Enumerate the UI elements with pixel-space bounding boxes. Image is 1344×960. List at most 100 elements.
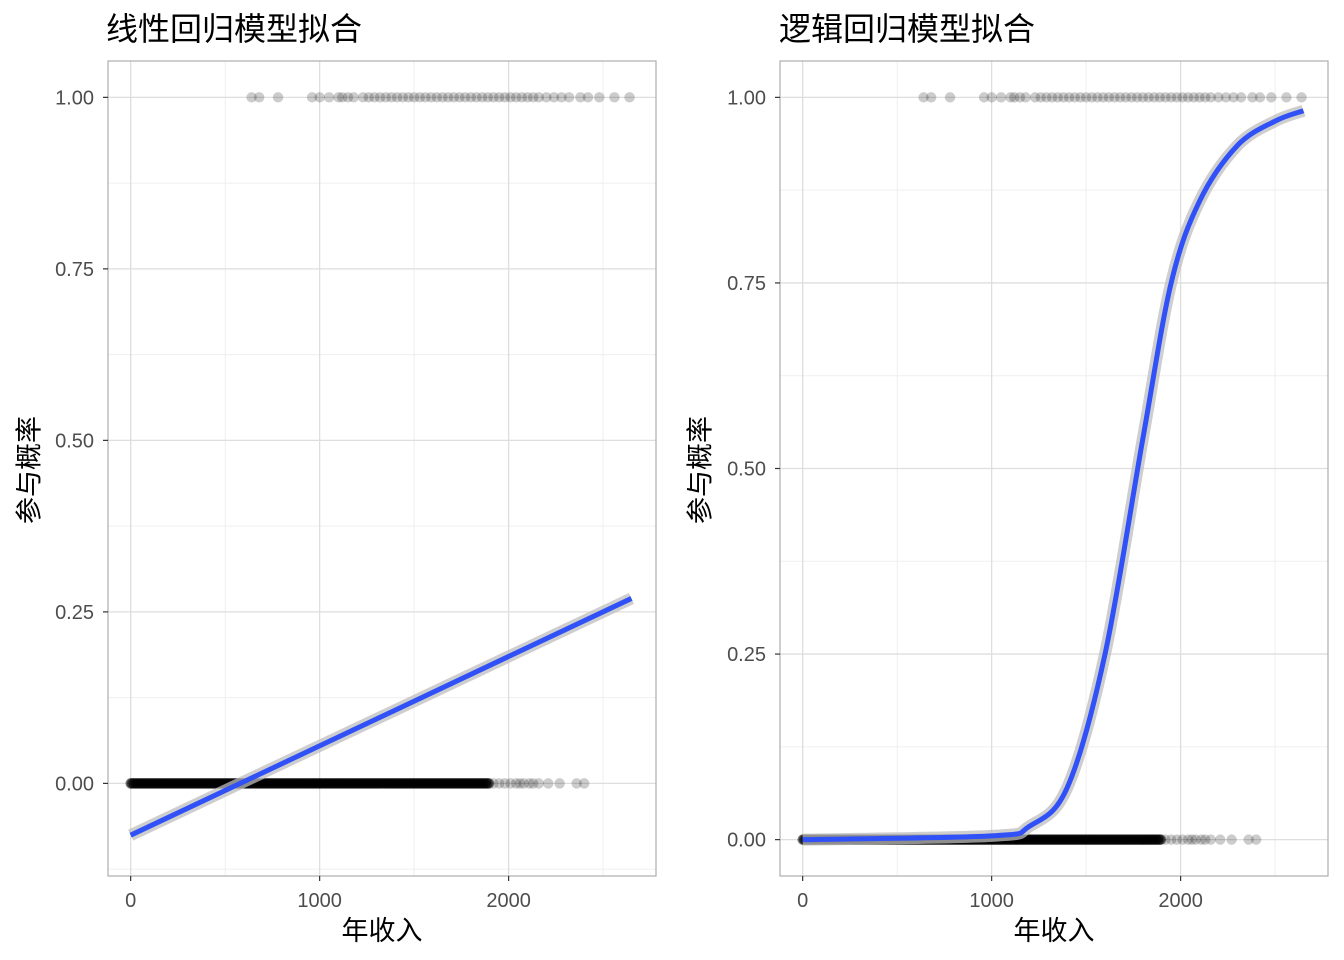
data-point [348, 92, 359, 103]
data-point [1205, 834, 1217, 845]
data-point [442, 92, 454, 103]
data-point [1182, 834, 1194, 845]
data-point [571, 778, 582, 789]
data-point [420, 92, 431, 103]
data-point [1213, 92, 1224, 103]
data-point [1194, 92, 1205, 103]
data-point [488, 92, 499, 103]
data-point [1186, 834, 1198, 845]
data-point [1120, 92, 1132, 103]
x-tick-label: 1000 [297, 890, 342, 912]
data-point [1126, 92, 1137, 103]
data-point [505, 92, 516, 103]
data-point [459, 92, 471, 103]
data-point [1029, 92, 1041, 103]
data-point [533, 778, 545, 789]
data-point [1041, 92, 1052, 103]
data-point [374, 92, 386, 103]
data-point [471, 92, 482, 103]
y-tick-label: 1.00 [55, 87, 94, 109]
data-point [306, 92, 318, 103]
data-point [1103, 92, 1115, 103]
data-point [1226, 834, 1237, 845]
data-point [1220, 92, 1232, 103]
data-point [1005, 92, 1016, 103]
data-point [465, 92, 477, 103]
data-point [986, 92, 997, 103]
data-point [1014, 92, 1026, 103]
logistic-fit-panel: 0 1000 2000 0.00 0.25 0.50 0.75 1.00 [727, 60, 1329, 912]
y-tick-label: 0.25 [727, 644, 766, 666]
data-point [437, 92, 448, 103]
linear-fit-panel: 0 1000 2000 0.00 0.25 0.50 0.75 1.00 [55, 60, 657, 912]
data-point [524, 778, 535, 789]
x-tick-label: 1000 [969, 890, 1014, 912]
x-tick-label: 2000 [486, 890, 531, 912]
data-point [482, 92, 494, 103]
data-point [548, 92, 560, 103]
data-point [1254, 92, 1266, 103]
y-tick-label: 1.00 [727, 87, 766, 109]
data-point [1188, 92, 1200, 103]
data-point [944, 92, 956, 103]
x-tick-label: 0 [797, 890, 808, 912]
data-point [1148, 92, 1160, 103]
data-point [363, 92, 374, 103]
data-point [1075, 92, 1086, 103]
data-point [1058, 92, 1069, 103]
data-point [1165, 92, 1177, 103]
data-point [1281, 92, 1292, 103]
data-point [925, 92, 937, 103]
data-point [978, 92, 990, 103]
panel-background [108, 61, 656, 876]
data-point [554, 778, 565, 789]
data-point [253, 92, 265, 103]
data-point [408, 92, 420, 103]
data-point [1165, 834, 1177, 845]
logistic-chart-title: 逻辑回归模型拟合 [779, 10, 1036, 48]
x-tick-label: 2000 [1158, 890, 1203, 912]
data-point [1177, 92, 1188, 103]
data-point [1020, 92, 1031, 103]
data-point [1143, 92, 1154, 103]
data-point [575, 92, 586, 103]
data-point [1063, 92, 1075, 103]
data-point [1182, 92, 1194, 103]
data-point [1250, 834, 1262, 845]
data-point [556, 92, 567, 103]
data-point [1247, 92, 1258, 103]
data-point [357, 92, 369, 103]
data-point [425, 92, 437, 103]
data-point [1235, 92, 1247, 103]
data-point [493, 92, 505, 103]
data-point [369, 92, 380, 103]
data-point [342, 92, 354, 103]
data-point [1137, 92, 1149, 103]
data-point [510, 92, 522, 103]
linear-x-axis-label: 年收入 [341, 916, 423, 947]
data-point [578, 778, 590, 789]
data-point [522, 92, 533, 103]
data-point [1160, 92, 1171, 103]
data-point [1097, 92, 1109, 103]
data-point [1069, 92, 1080, 103]
data-point [1296, 92, 1307, 103]
data-point [1243, 834, 1254, 845]
data-point [527, 92, 539, 103]
data-point [609, 92, 620, 103]
data-point [476, 92, 488, 103]
y-tick-label: 0.00 [727, 830, 766, 852]
data-point [518, 778, 529, 789]
data-point [403, 92, 414, 103]
fit-line [802, 108, 1305, 843]
data-point [1052, 92, 1063, 103]
data-point [431, 92, 442, 103]
data-point [1171, 92, 1183, 103]
data-point [314, 92, 325, 103]
y-tick-label: 0.75 [55, 259, 94, 281]
data-point [414, 92, 425, 103]
data-point [516, 92, 528, 103]
data-point [323, 92, 335, 103]
logistic-y-axis-label: 参与概率 [685, 416, 717, 524]
